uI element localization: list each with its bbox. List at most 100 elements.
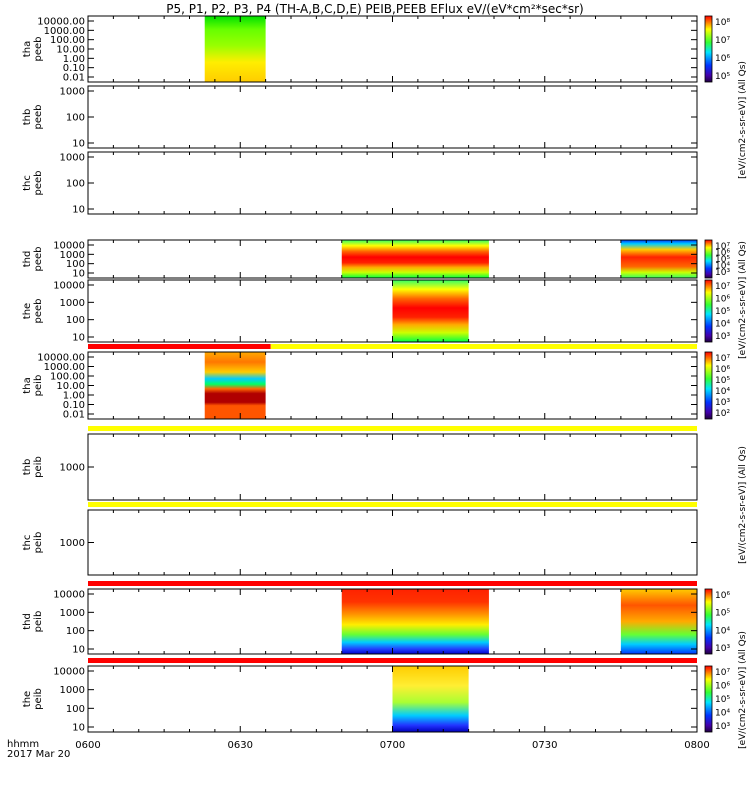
y-tick-label: 1000 [60,685,85,696]
y-tick-label: 1000 [60,538,85,549]
colorbar [704,588,713,655]
y-tick-label: 10000 [53,241,85,252]
colorbar-tick-label: 10⁴ [715,387,730,397]
panel-label: the peib [22,688,44,710]
panel-frame [87,85,698,149]
panel-label: thb peeb [22,105,44,130]
y-tick-label: 100 [66,315,85,326]
colorbar-tick-label: 10⁵ [715,307,730,317]
spectrogram-block [204,16,266,82]
y-tick-label: 1000 [60,250,85,261]
colorbar-title-text: [eV/(cm2-s-sr-eV)] (All Qs) [738,446,748,564]
panel-label-probe: thb [22,109,33,126]
y-tick-label: 1000 [60,153,85,164]
x-axis-title: hhmm [7,739,39,750]
colorbar [704,665,713,733]
panel-label: thb peib [22,456,44,478]
panel-label: tha peib [22,375,44,397]
y-tick-label: 100 [66,179,85,190]
spectrogram-block [341,240,489,278]
x-tick-label: 0600 [75,740,100,751]
colorbar-tick-label: 10³ [715,644,730,654]
colorbar-tick-label: 10⁸ [715,18,730,28]
colorbar-tick-label: 10⁴ [715,262,730,272]
colorbar-title-text: [eV/(cm2-s-sr-eV)] (All Qs) [738,631,748,749]
panel-label: tha peeb [22,37,44,62]
y-tick-label: 1.00 [63,391,85,402]
colorbar-tick-label: 10⁵ [715,695,730,705]
panel-label: thd peeb [22,247,44,272]
panel-frame [87,15,698,83]
y-tick-label: 10 [72,723,85,734]
y-tick-label: 100.00 [50,372,85,383]
y-tick-label: 10.00 [56,381,85,392]
panel-label-product: peib [33,532,44,554]
colorbar-title: [eV/(cm2-s-sr-eV)] (All Qs) [738,446,748,564]
spectrogram-block [392,280,469,342]
colorbar-tick-label: 10⁵ [715,376,730,386]
colorbar-tick-label: 10³ [715,332,730,342]
y-tick-label: 10 [72,645,85,656]
panel-frame [87,151,698,215]
panel-label-probe: tha [22,41,33,57]
y-tick-label: 10 [72,333,85,344]
yellow-bar [88,426,697,431]
y-tick-label: 1000.00 [44,26,85,37]
colorbar-tick-label: 10⁶ [715,591,730,601]
y-tick-label: 1.00 [63,54,85,65]
colorbar-tick-label: 10³ [715,722,730,732]
yellow-bar [270,344,697,349]
colorbar-tick-label: 10⁶ [715,682,730,692]
colorbar-tick-label: 10⁷ [715,282,730,292]
y-tick-label: 10000.00 [37,17,85,28]
y-tick-label: 100 [66,704,85,715]
y-tick-label: 0.01 [63,73,85,84]
spectrogram-block [392,666,469,732]
panel-label-product: peib [33,688,44,710]
y-tick-label: 10000.00 [37,353,85,364]
panel-label-probe: thb [22,459,33,476]
spectrogram-block [620,589,697,654]
y-tick-label: 10000 [53,667,85,678]
spectrogram-block [204,352,266,419]
colorbar-title-text: [eV/(cm2-s-sr-eV)] (All Qs) [738,241,748,359]
red-bar [88,344,271,349]
colorbar-tick-label: 10⁷ [715,668,730,678]
panel-frame [87,509,698,576]
y-tick-label: 1000 [60,463,85,474]
panel-label-product: peeb [33,299,44,324]
colorbar-tick-label: 10⁵ [715,72,730,82]
y-tick-label: 10000 [53,590,85,601]
panel-label: the peeb [22,299,44,324]
panel-label-probe: the [22,691,33,707]
panel-label-product: peeb [33,37,44,62]
x-tick-label: 0800 [684,740,709,751]
colorbar-tick-label: 10⁶ [715,295,730,305]
colorbar-tick-label: 10⁷ [715,354,730,364]
colorbar-title: [eV/(cm2-s-sr-eV)] (All Qs) [738,241,748,359]
y-tick-label: 10 [72,205,85,216]
y-tick-label: 0.10 [63,400,85,411]
colorbar-title: [eV/(cm2-s-sr-eV)] (All Qs) [738,631,748,749]
colorbar [704,351,713,420]
y-tick-label: 100 [66,259,85,270]
colorbar [704,239,713,279]
colorbar [704,279,713,343]
colorbar-tick-label: 10³ [715,398,730,408]
panel-frame [87,351,698,420]
x-tick-label: 0700 [380,740,405,751]
panel-label-probe: tha [22,377,33,393]
colorbar [704,15,713,83]
panel-label: thc peeb [22,171,44,196]
spectrogram-block [620,240,697,278]
x-tick-label: 0730 [532,740,557,751]
red-bar [88,581,697,586]
panel-label-product: peeb [33,247,44,272]
panel-label-product: peeb [33,105,44,130]
colorbar-title: [eV/(cm2-s-sr-eV)] (All Qs) [738,61,748,179]
panel-label-probe: the [22,303,33,319]
yellow-bar [88,502,697,507]
spectrogram-block [341,589,489,654]
colorbar-title-text: [eV/(cm2-s-sr-eV)] (All Qs) [738,61,748,179]
